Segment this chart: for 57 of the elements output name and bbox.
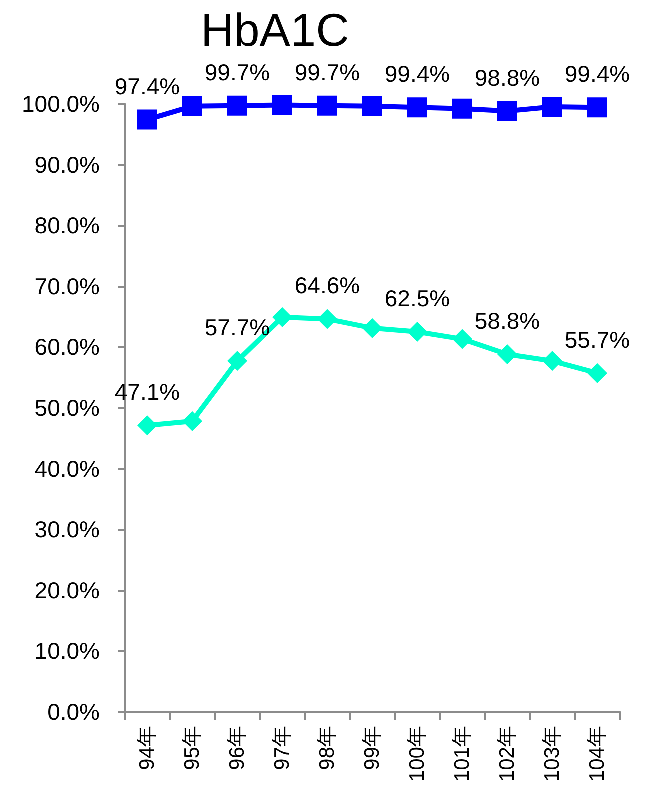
point xyxy=(138,110,158,130)
point xyxy=(228,351,248,372)
y-tick-label: 30.0% xyxy=(34,516,100,543)
data-label: 57.7% xyxy=(204,314,270,341)
point xyxy=(362,96,382,116)
x-tick-label: 96年 xyxy=(226,726,249,770)
x-tick-label: 99年 xyxy=(361,726,384,770)
point xyxy=(408,98,428,118)
y-tick-label: 60.0% xyxy=(34,334,100,360)
data-label: 62.5% xyxy=(384,286,450,312)
x-tick-label: 98年 xyxy=(316,726,339,770)
point xyxy=(362,318,382,338)
x-tick-label: 102年 xyxy=(496,726,519,782)
y-tick-label: 40.0% xyxy=(34,456,100,482)
data-label: 99.7% xyxy=(294,59,360,86)
point xyxy=(452,329,472,350)
y-tick-label: 70.0% xyxy=(34,273,100,300)
point xyxy=(182,411,202,432)
x-tick-label: 95年 xyxy=(181,726,204,770)
y-tick-label: 100.0% xyxy=(22,91,100,117)
point xyxy=(542,97,562,118)
point xyxy=(498,101,518,122)
y-tick-label: 10.0% xyxy=(34,638,100,664)
y-tick-label: 20.0% xyxy=(34,577,100,604)
data-label: 97.4% xyxy=(114,73,180,100)
y-tick-label: 0.0% xyxy=(48,699,100,725)
data-label: 99.4% xyxy=(564,61,630,88)
data-label: 64.6% xyxy=(294,272,360,299)
data-label: 55.7% xyxy=(564,326,630,353)
data-label: 99.7% xyxy=(204,59,270,86)
x-tick-label: 97年 xyxy=(271,726,294,770)
point xyxy=(272,95,292,116)
point xyxy=(588,363,608,384)
x-tick-label: 101年 xyxy=(451,726,474,782)
x-tick-label: 100年 xyxy=(406,726,429,782)
point xyxy=(588,98,608,118)
data-label: 47.1% xyxy=(114,379,180,406)
x-tick-label: 94年 xyxy=(136,726,159,770)
point xyxy=(228,96,248,116)
point xyxy=(318,309,338,330)
x-tick-label: 104年 xyxy=(586,726,609,782)
point xyxy=(318,96,338,116)
point xyxy=(408,322,428,342)
point xyxy=(182,96,202,116)
data-label: 98.8% xyxy=(474,64,540,91)
y-tick-label: 80.0% xyxy=(34,212,100,239)
point xyxy=(542,351,562,372)
y-tick-label: 50.0% xyxy=(34,395,100,421)
y-tick-label: 90.0% xyxy=(34,152,100,178)
point xyxy=(138,416,158,436)
point xyxy=(498,344,518,364)
data-label: 58.8% xyxy=(474,308,540,334)
data-label: 99.4% xyxy=(384,61,450,88)
x-tick-label: 103年 xyxy=(541,726,564,782)
point xyxy=(452,98,472,119)
point xyxy=(272,307,292,328)
chart-title: HbA1C xyxy=(201,4,350,56)
